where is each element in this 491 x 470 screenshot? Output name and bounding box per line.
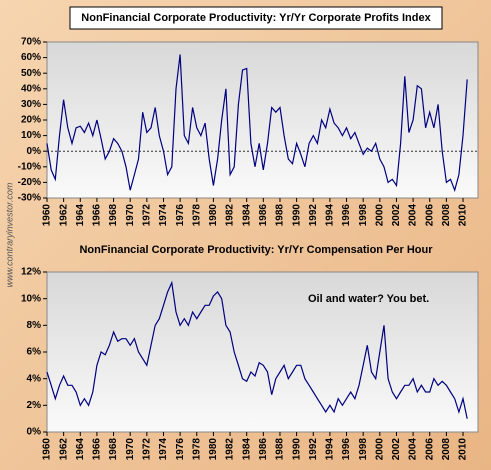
x-tick-label: 1962 xyxy=(58,204,69,227)
y-tick-label: 12% xyxy=(21,267,41,278)
x-tick-label: 1988 xyxy=(275,204,286,227)
x-tick-label: 1990 xyxy=(291,438,302,461)
x-tick-label: 1972 xyxy=(141,438,152,461)
plot-area xyxy=(46,271,479,433)
x-tick-label: 1978 xyxy=(191,204,202,227)
x-tick-label: 1964 xyxy=(75,204,86,227)
x-tick-label: 1980 xyxy=(208,204,219,227)
x-tick-label: 1974 xyxy=(158,438,169,461)
title-box xyxy=(69,6,443,30)
x-tick-label: 1978 xyxy=(191,438,202,461)
x-tick-label: 1962 xyxy=(58,438,69,461)
y-tick-label: 0% xyxy=(27,427,42,438)
x-tick-label: 1982 xyxy=(225,438,236,461)
x-tick-label: 1966 xyxy=(92,438,103,461)
x-tick-label: 2000 xyxy=(374,204,385,227)
x-tick-label: 2004 xyxy=(408,438,419,461)
x-tick-label: 1988 xyxy=(275,438,286,461)
x-tick-label: 1994 xyxy=(325,204,336,227)
x-tick-label: 1970 xyxy=(125,204,136,227)
x-tick-label: 1960 xyxy=(42,438,53,461)
x-tick-label: 2002 xyxy=(391,438,402,461)
x-tick-label: 2002 xyxy=(391,204,402,227)
plot-area xyxy=(46,41,479,199)
x-tick-label: 1996 xyxy=(341,438,352,461)
x-tick-label: 1974 xyxy=(158,204,169,227)
y-tick-label: 50% xyxy=(21,68,41,79)
y-tick-label: 60% xyxy=(21,52,41,63)
y-tick-label: 40% xyxy=(21,83,41,94)
y-tick-label: -10% xyxy=(18,161,41,172)
x-tick-label: 2004 xyxy=(408,204,419,227)
x-tick-label: 1990 xyxy=(291,204,302,227)
y-tick-label: -20% xyxy=(18,177,41,188)
x-tick-label: 1970 xyxy=(125,438,136,461)
y-tick-label: 0% xyxy=(27,146,42,157)
x-tick-label: 2010 xyxy=(458,204,469,227)
x-tick-label: 1976 xyxy=(175,204,186,227)
x-tick-label: 1984 xyxy=(241,438,252,461)
y-tick-label: 70% xyxy=(21,37,41,48)
x-tick-label: 1960 xyxy=(42,204,53,227)
x-tick-label: 1968 xyxy=(108,204,119,227)
x-tick-label: 1986 xyxy=(258,204,269,227)
annotation: Oil and water? You bet. xyxy=(308,293,429,305)
x-tick-label: 1994 xyxy=(325,438,336,461)
x-tick-label: 2000 xyxy=(374,438,385,461)
x-tick-label: 1968 xyxy=(108,438,119,461)
x-tick-label: 1966 xyxy=(92,204,103,227)
data-line xyxy=(46,54,468,193)
x-tick-label: 2010 xyxy=(458,438,469,461)
x-tick-label: 1986 xyxy=(258,438,269,461)
y-tick-label: 2% xyxy=(27,400,42,411)
x-tick-label: 2006 xyxy=(424,438,435,461)
data-line xyxy=(46,280,468,419)
x-tick-label: 1980 xyxy=(208,438,219,461)
x-tick-label: 1982 xyxy=(225,204,236,227)
x-tick-label: 2008 xyxy=(441,204,452,227)
y-tick-label: 30% xyxy=(21,99,41,110)
x-tick-label: 2008 xyxy=(441,438,452,461)
x-tick-label: 1996 xyxy=(341,204,352,227)
y-tick-label: 10% xyxy=(21,130,41,141)
x-tick-label: 1998 xyxy=(358,438,369,461)
x-tick-label: 1984 xyxy=(241,204,252,227)
chart-title: NonFinancial Corporate Productivity: Yr/… xyxy=(81,12,431,24)
x-tick-label: 1964 xyxy=(75,438,86,461)
x-tick-label: 2006 xyxy=(424,204,435,227)
y-tick-label: 8% xyxy=(27,320,42,331)
x-tick-label: 1972 xyxy=(141,204,152,227)
x-tick-label: 1992 xyxy=(308,204,319,227)
y-tick-label: 10% xyxy=(21,293,41,304)
watermark: www.contraryinvestor.com xyxy=(4,182,14,287)
x-tick-label: 1976 xyxy=(175,438,186,461)
y-tick-label: -30% xyxy=(18,193,41,204)
chart-title: NonFinancial Corporate Productivity: Yr/… xyxy=(79,244,433,256)
x-tick-label: 1998 xyxy=(358,204,369,227)
y-tick-label: 20% xyxy=(21,115,41,126)
y-tick-label: 6% xyxy=(27,347,42,358)
y-tick-label: 4% xyxy=(27,373,42,384)
x-tick-label: 1992 xyxy=(308,438,319,461)
